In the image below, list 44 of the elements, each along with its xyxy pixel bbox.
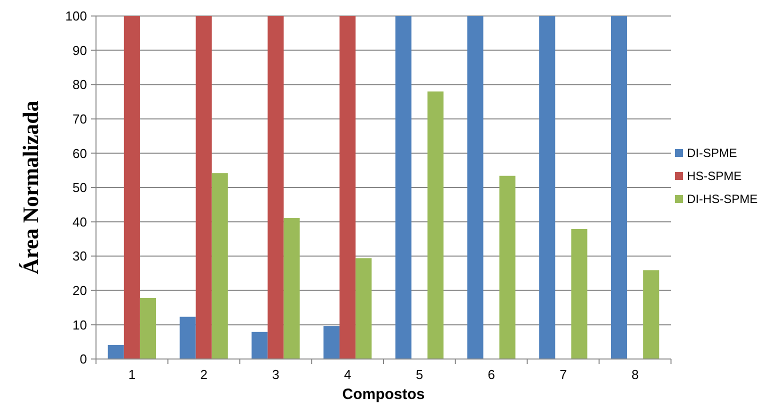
y-tick-label: 30 bbox=[72, 248, 87, 264]
y-tick-label: 10 bbox=[72, 317, 87, 332]
bar bbox=[499, 176, 516, 359]
y-tick-label: 60 bbox=[72, 146, 87, 161]
x-tick-label: 5 bbox=[416, 367, 424, 382]
y-tick-label: 50 bbox=[72, 180, 87, 196]
bar bbox=[427, 91, 444, 359]
bar bbox=[356, 258, 372, 359]
x-tick-label: 1 bbox=[128, 367, 136, 382]
x-tick-label: 6 bbox=[488, 367, 495, 382]
x-tick-label: 2 bbox=[200, 367, 208, 382]
bar bbox=[610, 16, 628, 359]
bar bbox=[395, 16, 412, 359]
y-tick-label: 0 bbox=[80, 352, 87, 367]
y-tick-label: 80 bbox=[72, 77, 87, 92]
bar bbox=[571, 229, 588, 359]
bar bbox=[124, 16, 140, 359]
bar bbox=[284, 218, 300, 359]
y-tick-label: 90 bbox=[72, 42, 87, 58]
bar bbox=[340, 16, 356, 359]
bar bbox=[323, 326, 340, 359]
bar bbox=[252, 332, 268, 359]
x-tick-label: 7 bbox=[560, 367, 567, 382]
x-axis-title: Compostos bbox=[342, 386, 425, 403]
legend-label: DI-SPME bbox=[687, 146, 738, 160]
y-tick-label: 70 bbox=[72, 111, 87, 126]
bar bbox=[643, 270, 660, 359]
bar bbox=[539, 16, 556, 359]
legend-label: DI-HS-SPME bbox=[687, 192, 758, 206]
y-tick-label: 40 bbox=[72, 214, 87, 230]
y-axis-title: Área Normalizada bbox=[18, 100, 43, 274]
x-tick-label: 3 bbox=[272, 367, 280, 382]
x-tick-label: 4 bbox=[344, 367, 352, 382]
bar bbox=[268, 16, 284, 359]
y-tick-label: 100 bbox=[65, 8, 87, 24]
bar bbox=[212, 173, 228, 359]
legend-label: HS-SPME bbox=[687, 169, 742, 184]
x-tick-label: 8 bbox=[631, 367, 639, 382]
bar bbox=[108, 344, 124, 359]
bar bbox=[180, 316, 196, 359]
bar bbox=[140, 298, 156, 359]
y-tick-label: 20 bbox=[72, 282, 87, 298]
bar bbox=[196, 16, 212, 359]
bar bbox=[467, 16, 484, 359]
